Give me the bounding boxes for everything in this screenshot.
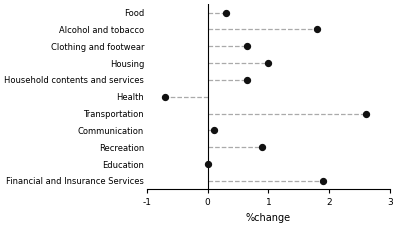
Point (204, 162, 211, 166)
Point (244, 78, 250, 82)
Point (314, 28, 320, 31)
Point (162, 95, 168, 99)
Point (320, 179, 326, 183)
Point (223, 11, 229, 14)
Point (210, 128, 217, 132)
Point (265, 61, 272, 65)
Point (259, 145, 266, 149)
Point (362, 112, 369, 115)
Point (244, 44, 250, 48)
X-axis label: %change: %change (246, 213, 291, 223)
